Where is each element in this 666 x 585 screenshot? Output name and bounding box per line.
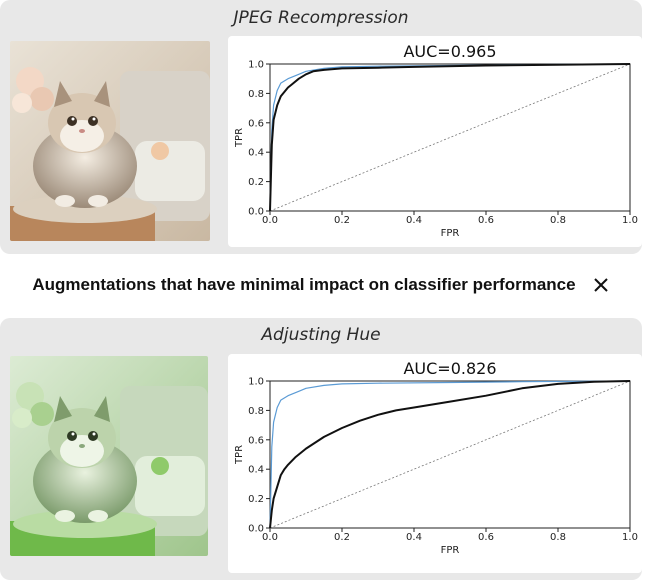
roc-chart-card: AUC=0.826 0.0 0.2 0.4 0.6 0.8 1.0 0.0 0.2 0.4 0.6 0…	[228, 354, 642, 573]
x-axis-label: FPR	[441, 228, 460, 239]
y-tick-label: 0.8	[248, 406, 264, 417]
y-tick-label: 0.4	[248, 465, 264, 476]
augmented-roc-line	[269, 380, 631, 529]
y-tick-label: 0.2	[248, 177, 264, 188]
chance-diagonal-line	[269, 63, 631, 212]
baseline-roc-line	[269, 380, 631, 529]
y-axis-label: TPR	[234, 445, 245, 465]
hue-panel: Adjusting Hue	[0, 318, 642, 580]
caption-text: Augmentations that have minimal impact o…	[32, 275, 576, 294]
roc-chart-card: AUC=0.965 0.0 0.2 0.4 0.6 0.8 1.0 0.0 0.2 0.4 0.6 0…	[228, 36, 642, 247]
x-tick-label: 0.0	[262, 532, 278, 543]
chance-diagonal-line	[269, 380, 631, 529]
close-icon[interactable]	[592, 276, 610, 294]
y-tick-label: 0.0	[248, 207, 264, 218]
y-tick-label: 1.0	[248, 60, 264, 71]
cat-image	[10, 41, 210, 241]
x-tick-label: 1.0	[622, 532, 638, 543]
plot-frame	[269, 63, 631, 212]
roc-chart: AUC=0.826 0.0 0.2 0.4 0.6 0.8 1.0 0.0 0.2 0.4 0.6 0…	[234, 359, 638, 556]
y-tick-label: 0.6	[248, 118, 264, 129]
x-tick-label: 0.6	[478, 532, 494, 543]
jpeg-panel: JPEG Recompression	[0, 0, 642, 254]
x-tick-label: 0.6	[478, 215, 494, 226]
baseline-roc-line	[269, 63, 631, 212]
y-tick-label: 1.0	[248, 377, 264, 388]
y-tick-label: 0.0	[248, 524, 264, 535]
caption-row: Augmentations that have minimal impact o…	[0, 262, 642, 308]
augmented-roc-line	[269, 63, 631, 212]
panel-title: JPEG Recompression	[233, 8, 409, 28]
y-axis-label: TPR	[234, 128, 245, 148]
x-tick-label: 1.0	[622, 215, 638, 226]
cat-image-green	[10, 356, 208, 556]
plot-frame	[269, 380, 631, 529]
panel-title: Adjusting Hue	[261, 325, 381, 345]
x-axis-label: FPR	[441, 545, 460, 556]
y-tick-label: 0.6	[248, 435, 264, 446]
y-tick-label: 0.4	[248, 148, 264, 159]
x-tick-label: 0.0	[262, 215, 278, 226]
x-tick-label: 0.4	[406, 215, 422, 226]
y-tick-label: 0.2	[248, 494, 264, 505]
y-tick-label: 0.8	[248, 89, 264, 100]
x-tick-label: 0.2	[334, 215, 350, 226]
x-tick-label: 0.2	[334, 532, 350, 543]
roc-chart: AUC=0.965 0.0 0.2 0.4 0.6 0.8 1.0 0.0 0.2 0.4 0.6 0…	[234, 42, 638, 239]
x-tick-label: 0.8	[550, 532, 566, 543]
x-tick-label: 0.8	[550, 215, 566, 226]
chart-title: AUC=0.965	[403, 42, 496, 61]
x-tick-label: 0.4	[406, 532, 422, 543]
chart-title: AUC=0.826	[403, 359, 496, 378]
